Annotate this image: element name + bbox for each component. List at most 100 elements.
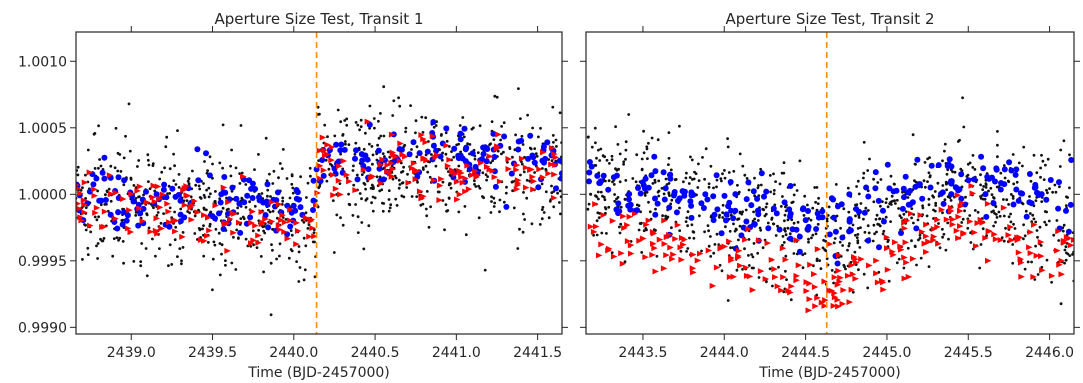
data-point-photometry [492, 196, 496, 200]
data-point-photometry [979, 243, 983, 246]
data-point-photometry [995, 216, 999, 219]
data-point-photometry [528, 146, 532, 150]
data-point-photometry [466, 142, 469, 146]
data-point-red [446, 156, 453, 163]
data-point-photometry [741, 164, 745, 168]
data-point-photometry [810, 236, 813, 240]
data-point-photometry [445, 209, 448, 213]
data-point-photometry [686, 247, 690, 250]
data-point-photometry [168, 167, 172, 171]
data-point-photometry [670, 198, 674, 202]
data-point-photometry [208, 155, 212, 159]
data-point-photometry [784, 254, 788, 258]
data-point-red [513, 166, 520, 173]
data-point-blue [450, 174, 457, 181]
data-point-blue [893, 187, 900, 194]
data-point-red [822, 297, 829, 304]
data-point-photometry [365, 197, 369, 201]
data-point-blue [161, 181, 168, 188]
data-point-red [112, 215, 119, 222]
data-point-blue [338, 141, 345, 148]
data-point-red [127, 228, 135, 235]
data-point-photometry [904, 210, 908, 214]
data-point-photometry [1068, 186, 1071, 190]
data-point-photometry [637, 204, 641, 208]
data-point-photometry [540, 217, 544, 221]
data-point-red [609, 217, 617, 224]
data-point-photometry [1007, 215, 1011, 219]
data-point-photometry [697, 179, 701, 183]
data-point-photometry [406, 172, 409, 176]
data-point-photometry [1039, 244, 1043, 247]
data-point-red [418, 131, 425, 138]
data-point-photometry [721, 211, 724, 215]
data-point-red [124, 225, 132, 232]
data-point-photometry [667, 156, 671, 160]
data-point-blue [1026, 171, 1033, 177]
data-point-photometry [696, 186, 700, 189]
data-point-photometry [721, 216, 725, 219]
data-point-photometry [312, 231, 316, 235]
data-point-photometry [476, 151, 480, 155]
data-point-photometry [145, 213, 149, 217]
data-point-red [811, 271, 818, 278]
data-point-photometry [640, 251, 644, 254]
data-point-blue [335, 158, 342, 165]
data-point-red [397, 140, 404, 147]
data-point-photometry [618, 225, 621, 229]
data-point-photometry [498, 198, 502, 202]
data-point-photometry [211, 288, 214, 292]
data-point-blue [1001, 181, 1008, 188]
data-point-photometry [1064, 245, 1068, 249]
data-point-photometry [221, 166, 225, 170]
data-point-photometry [718, 263, 722, 267]
data-point-photometry [1002, 164, 1006, 167]
data-point-red [212, 202, 219, 209]
data-point-photometry [495, 95, 499, 99]
data-point-photometry [982, 185, 985, 188]
data-point-photometry [989, 186, 993, 190]
data-point-photometry [522, 191, 525, 194]
data-point-photometry [291, 191, 295, 195]
data-point-red [495, 131, 502, 138]
data-point-red [278, 217, 285, 224]
data-point-photometry [966, 226, 970, 230]
data-point-photometry [856, 227, 860, 230]
data-point-photometry [637, 228, 641, 232]
data-point-red [166, 219, 173, 226]
data-point-red [835, 303, 842, 310]
data-point-photometry [552, 205, 556, 209]
data-point-photometry [918, 236, 922, 240]
data-point-photometry [457, 210, 461, 214]
data-point-photometry [697, 162, 700, 166]
data-point-photometry [252, 243, 256, 247]
data-point-photometry [290, 173, 294, 177]
data-point-photometry [615, 168, 619, 172]
data-point-photometry [603, 155, 606, 159]
data-point-photometry [188, 211, 192, 215]
data-point-photometry [339, 216, 342, 220]
data-point-photometry [918, 233, 922, 237]
data-point-blue [529, 152, 536, 159]
data-point-red [491, 174, 499, 181]
data-point-blue [1013, 186, 1020, 193]
data-point-photometry [653, 180, 657, 184]
data-point-photometry [547, 216, 551, 220]
data-point-photometry [1015, 180, 1019, 184]
data-point-blue [249, 195, 256, 201]
data-point-photometry [784, 269, 787, 273]
data-point-red [618, 250, 625, 257]
data-point-photometry [1011, 194, 1015, 198]
data-point-photometry [163, 166, 167, 170]
data-point-photometry [1028, 195, 1031, 198]
data-point-photometry [618, 180, 622, 184]
data-point-photometry [724, 225, 727, 229]
data-point-blue [704, 196, 711, 203]
data-point-photometry [402, 195, 406, 199]
data-point-photometry [535, 154, 539, 158]
data-point-red [172, 217, 180, 224]
data-point-photometry [596, 211, 600, 215]
data-point-photometry [737, 217, 741, 221]
data-point-photometry [457, 142, 460, 146]
data-point-photometry [486, 175, 489, 179]
